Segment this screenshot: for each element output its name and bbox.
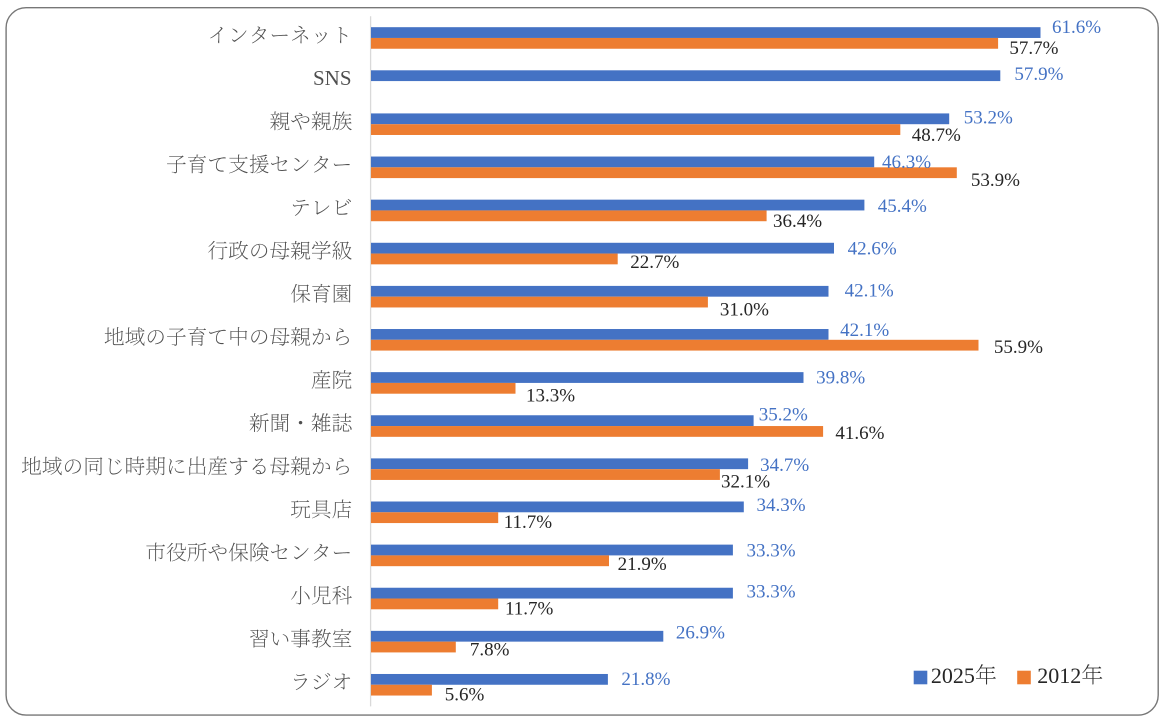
svg-text:34.3%: 34.3% bbox=[757, 495, 806, 516]
svg-text:42.1%: 42.1% bbox=[840, 320, 889, 341]
svg-text:11.7%: 11.7% bbox=[504, 512, 553, 533]
svg-text:21.8%: 21.8% bbox=[621, 669, 670, 690]
svg-text:61.6%: 61.6% bbox=[1052, 17, 1101, 38]
svg-text:45.4%: 45.4% bbox=[878, 196, 927, 217]
svg-text:33.3%: 33.3% bbox=[747, 540, 796, 561]
svg-text:41.6%: 41.6% bbox=[835, 423, 884, 444]
svg-text:32.1%: 32.1% bbox=[721, 471, 770, 492]
svg-text:57.7%: 57.7% bbox=[1009, 38, 1058, 59]
svg-text:34.7%: 34.7% bbox=[760, 455, 809, 476]
svg-text:13.3%: 13.3% bbox=[526, 386, 575, 407]
svg-text:22.7%: 22.7% bbox=[630, 252, 679, 273]
svg-text:35.2%: 35.2% bbox=[759, 405, 808, 426]
svg-text:55.9%: 55.9% bbox=[994, 337, 1043, 358]
svg-text:53.2%: 53.2% bbox=[964, 107, 1013, 128]
svg-text:36.4%: 36.4% bbox=[773, 211, 822, 232]
svg-text:21.9%: 21.9% bbox=[618, 554, 667, 575]
svg-text:11.7%: 11.7% bbox=[505, 599, 554, 620]
svg-text:5.6%: 5.6% bbox=[445, 685, 485, 706]
svg-text:2025: 2025 bbox=[931, 663, 975, 688]
svg-text:42.1%: 42.1% bbox=[845, 281, 894, 302]
svg-text:53.9%: 53.9% bbox=[971, 170, 1020, 191]
svg-text:57.9%: 57.9% bbox=[1014, 64, 1063, 85]
svg-text:SNS: SNS bbox=[313, 66, 352, 90]
svg-text:33.3%: 33.3% bbox=[747, 582, 796, 603]
svg-text:31.0%: 31.0% bbox=[720, 300, 769, 321]
svg-text:39.8%: 39.8% bbox=[816, 367, 865, 388]
svg-text:48.7%: 48.7% bbox=[912, 125, 961, 146]
svg-text:42.6%: 42.6% bbox=[848, 238, 897, 259]
svg-text:26.9%: 26.9% bbox=[676, 622, 725, 643]
svg-text:2012: 2012 bbox=[1037, 663, 1081, 688]
svg-text:46.3%: 46.3% bbox=[882, 152, 931, 173]
svg-text:7.8%: 7.8% bbox=[470, 640, 510, 661]
